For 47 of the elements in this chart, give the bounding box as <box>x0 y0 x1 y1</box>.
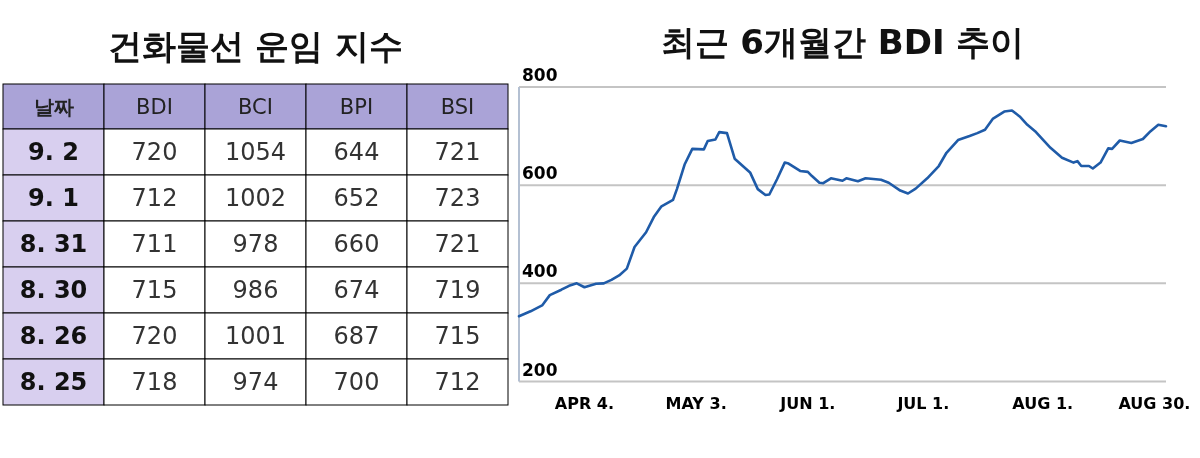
data-label: 1054 <box>224 138 287 166</box>
chart-title: 최근 6개월간 BDI 추이 <box>660 21 1025 62</box>
x-tick-label: AUG 1. <box>1012 394 1074 413</box>
x-tick-label: APR 4. <box>554 394 615 413</box>
data-label: 712 <box>434 368 481 396</box>
x-tick-label: BCI <box>238 94 273 119</box>
data-label: 721 <box>434 230 481 258</box>
y-tick-label: 8. 25 <box>19 368 88 396</box>
data-label: 715 <box>434 322 481 350</box>
data-label: 652 <box>333 184 380 212</box>
x-tick-label: MAY 3. <box>665 394 727 413</box>
data-label: 712 <box>131 184 178 212</box>
y-tick-label: 8. 26 <box>19 322 88 350</box>
data-label: 721 <box>434 138 481 166</box>
x-tick-label: AUG 30. <box>1118 394 1191 413</box>
y-tick-label: 600 <box>522 163 558 184</box>
data-label: 700 <box>333 368 380 396</box>
y-axis-title: 날짜 <box>33 94 74 119</box>
data-label: 644 <box>333 138 380 166</box>
data-label: 720 <box>131 138 178 166</box>
data-label: 986 <box>232 276 279 304</box>
data-label: 718 <box>131 368 178 396</box>
y-tick-label: 9. 2 <box>28 138 79 166</box>
data-label: 978 <box>232 230 279 258</box>
data-label: 711 <box>131 230 178 258</box>
data-label: 660 <box>333 230 380 258</box>
x-tick-label: BSI <box>440 94 475 119</box>
data-label: 1001 <box>224 322 287 350</box>
y-tick-label: 200 <box>522 359 558 380</box>
data-label: 974 <box>232 368 279 396</box>
data-label: 723 <box>434 184 481 212</box>
data-label: 719 <box>434 276 481 304</box>
data-label: 687 <box>333 322 380 350</box>
data-label: 715 <box>131 276 178 304</box>
y-tick-label: 400 <box>522 261 558 282</box>
y-tick-label: 9. 1 <box>28 184 79 212</box>
x-tick-label: JUN 1. <box>779 394 836 413</box>
data-label: 1002 <box>224 184 287 212</box>
y-tick-label: 8. 31 <box>19 230 88 258</box>
data-label: 674 <box>333 276 380 304</box>
y-tick-label: 8. 30 <box>19 276 88 304</box>
x-tick-label: BDI <box>136 94 173 119</box>
x-tick-label: BPI <box>339 94 374 119</box>
data-label: 720 <box>131 322 178 350</box>
x-tick-label: JUL 1. <box>896 394 950 413</box>
y-tick-label: 800 <box>522 65 558 85</box>
chart-title: 건화물선 운임 지수 <box>107 25 404 66</box>
